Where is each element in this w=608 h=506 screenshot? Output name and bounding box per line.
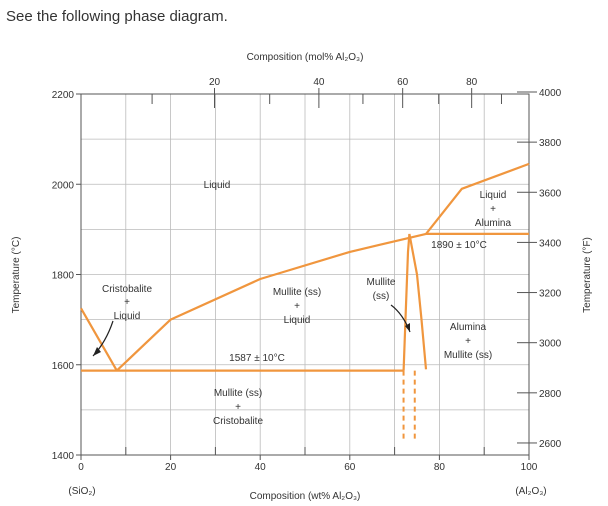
region-liquid: Liquid — [204, 180, 231, 191]
tick-labels: 0 20 40 60 80 100 1400 1600 1800 2000 2200 20 40 60 80… — [52, 77, 562, 473]
eutectic-label: 1587 ± 10°C — [229, 353, 285, 364]
left-tick-label: 1600 — [52, 361, 75, 372]
arrow-cristobalite — [92, 320, 114, 357]
region-mullite-liquid-1: Mullite (ss) — [273, 287, 321, 298]
region-cristobalite-liquid-3: Liquid — [114, 311, 141, 322]
phase-boundary-5 — [402, 233, 411, 371]
bottom-tick-label: 60 — [344, 462, 356, 473]
phase-boundary-2 — [425, 162, 530, 235]
bottom-tick-label: 100 — [521, 462, 538, 473]
region-alumina-mullite-1: Alumina — [450, 322, 487, 333]
right-tick-label: 2800 — [539, 389, 562, 400]
al2o3-note: (Al₂O₃) — [515, 486, 546, 497]
region-mullite-cristobalite-2: + — [235, 402, 241, 413]
right-tick-label: 3600 — [539, 188, 562, 199]
right-tick-label: 3800 — [539, 138, 562, 149]
region-mullite-liquid-3: Liquid — [284, 315, 311, 326]
bottom-axis-title: Composition (wt% Al₂O₃) — [250, 491, 361, 502]
region-mullite-cristobalite-1: Mullite (ss) — [214, 388, 262, 399]
region-cristobalite-liquid-2: + — [124, 297, 130, 308]
phase-boundary-6 — [408, 233, 428, 370]
arrow-mullite-ss — [390, 304, 411, 333]
right-tick-label: 3000 — [539, 339, 562, 350]
left-tick-label: 1800 — [52, 271, 75, 282]
grid-lines — [81, 94, 529, 455]
phase-boundary-0 — [80, 307, 118, 372]
left-tick-label: 2200 — [52, 90, 75, 101]
region-liquid-alumina-3: Alumina — [475, 218, 512, 229]
right-tick-label: 4000 — [539, 88, 562, 99]
top-tick-label: 60 — [397, 77, 409, 88]
right-tick-label: 2600 — [539, 439, 562, 450]
bottom-tick-label: 0 — [78, 462, 84, 473]
left-tick-label: 1400 — [52, 451, 75, 462]
prompt-text: See the following phase diagram. — [6, 8, 228, 25]
region-mullite-ss-1: Mullite — [367, 277, 396, 288]
region-mullite-liquid-2: + — [294, 301, 300, 312]
region-cristobalite-liquid-1: Cristobalite — [102, 284, 152, 295]
region-alumina-mullite-3: Mullite (ss) — [444, 350, 492, 361]
bottom-tick-label: 40 — [255, 462, 267, 473]
region-alumina-mullite-2: + — [465, 336, 471, 347]
top-tick-label: 40 — [313, 77, 325, 88]
top-tick-label: 80 — [466, 77, 478, 88]
phase-boundary-1 — [116, 232, 427, 372]
region-liquid-alumina-2: + — [490, 204, 496, 215]
right-axis-title: Temperature (°F) — [582, 237, 593, 313]
top-tick-label: 20 — [209, 77, 221, 88]
region-mullite-ss-2: (ss) — [373, 291, 390, 302]
bottom-tick-label: 20 — [165, 462, 177, 473]
sio2-note: (SiO₂) — [68, 486, 95, 497]
left-axis-title: Temperature (°C) — [11, 237, 22, 314]
right-tick-label: 3200 — [539, 289, 562, 300]
top-axis-title: Composition (mol% Al₂O₃) — [247, 52, 364, 63]
left-tick-label: 2000 — [52, 180, 75, 191]
region-liquid-alumina-1: Liquid — [480, 190, 507, 201]
region-mullite-cristobalite-3: Cristobalite — [213, 416, 263, 427]
peritectic-label: 1890 ± 10°C — [431, 240, 487, 251]
tick-marks — [76, 88, 537, 460]
phase-boundaries — [80, 162, 530, 442]
bottom-tick-label: 80 — [434, 462, 446, 473]
right-tick-label: 3400 — [539, 238, 562, 249]
